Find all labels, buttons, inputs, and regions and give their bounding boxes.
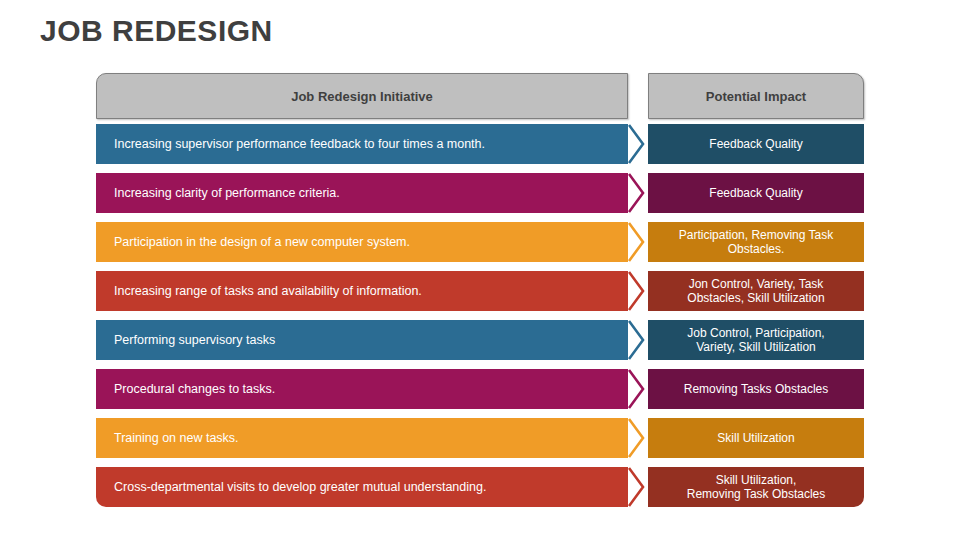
initiative-bar: Participation in the design of a new com…	[96, 222, 628, 262]
initiative-bar: Procedural changes to tasks.	[96, 369, 628, 409]
arrow-right-icon	[628, 320, 645, 360]
impact-label: Jon Control, Variety, Task Obstacles, Sk…	[687, 277, 824, 305]
initiative-bar: Increasing range of tasks and availabili…	[96, 271, 628, 311]
impact-label: Skill Utilization, Removing Task Obstacl…	[687, 473, 826, 501]
initiative-label: Training on new tasks.	[114, 431, 239, 445]
impact-label: Participation, Removing Task Obstacles.	[679, 228, 834, 256]
job-redesign-table: Job Redesign Initiative Potential Impact…	[96, 73, 864, 511]
initiative-bar: Increasing supervisor performance feedba…	[96, 124, 628, 164]
impact-label: Feedback Quality	[709, 137, 802, 151]
column-header-initiative-label: Job Redesign Initiative	[291, 89, 433, 104]
initiative-label: Participation in the design of a new com…	[114, 235, 410, 249]
arrow-right-icon	[628, 124, 645, 164]
slide: JOB REDESIGN Job Redesign Initiative Pot…	[0, 0, 960, 540]
initiative-label: Increasing supervisor performance feedba…	[114, 137, 485, 151]
initiative-bar: Cross-departmental visits to develop gre…	[96, 467, 628, 507]
initiative-label: Procedural changes to tasks.	[114, 382, 275, 396]
column-header-initiative: Job Redesign Initiative	[96, 73, 628, 119]
initiative-label: Cross-departmental visits to develop gre…	[114, 480, 486, 494]
impact-cell: Jon Control, Variety, Task Obstacles, Sk…	[648, 271, 864, 311]
initiative-bar: Training on new tasks.	[96, 418, 628, 458]
impact-cell: Feedback Quality	[648, 124, 864, 164]
arrow-right-icon	[628, 173, 645, 213]
impact-label: Removing Tasks Obstacles	[684, 382, 829, 396]
initiative-bar: Performing supervisory tasks	[96, 320, 628, 360]
column-header-impact: Potential Impact	[648, 73, 864, 119]
arrow-right-icon	[628, 467, 645, 507]
initiative-label: Performing supervisory tasks	[114, 333, 275, 347]
initiative-label: Increasing clarity of performance criter…	[114, 186, 340, 200]
arrow-right-icon	[628, 418, 645, 458]
page-title: JOB REDESIGN	[40, 14, 273, 48]
impact-cell: Skill Utilization, Removing Task Obstacl…	[648, 467, 864, 507]
impact-label: Job Control, Participation, Variety, Ski…	[687, 326, 824, 354]
arrow-right-icon	[628, 222, 645, 262]
arrow-right-icon	[628, 369, 645, 409]
initiative-label: Increasing range of tasks and availabili…	[114, 284, 422, 298]
impact-cell: Skill Utilization	[648, 418, 864, 458]
impact-cell: Feedback Quality	[648, 173, 864, 213]
impact-cell: Removing Tasks Obstacles	[648, 369, 864, 409]
impact-label: Feedback Quality	[709, 186, 802, 200]
impact-cell: Participation, Removing Task Obstacles.	[648, 222, 864, 262]
column-header-impact-label: Potential Impact	[706, 89, 806, 104]
impact-label: Skill Utilization	[717, 431, 794, 445]
impact-cell: Job Control, Participation, Variety, Ski…	[648, 320, 864, 360]
initiative-bar: Increasing clarity of performance criter…	[96, 173, 628, 213]
arrow-right-icon	[628, 271, 645, 311]
